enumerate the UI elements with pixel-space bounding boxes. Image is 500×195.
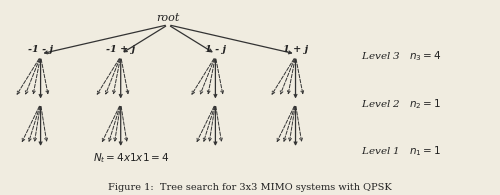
Text: Level 2   $n_2=1$: Level 2 $n_2=1$ (361, 97, 442, 111)
Text: Level 3   $n_3=4$: Level 3 $n_3=4$ (361, 49, 442, 63)
Text: 1 - j: 1 - j (205, 45, 226, 54)
Text: Level 1   $n_1=1$: Level 1 $n_1=1$ (361, 144, 442, 158)
Text: -1 - j: -1 - j (28, 45, 53, 54)
Text: 1 + j: 1 + j (283, 45, 308, 54)
Text: -1 + j: -1 + j (106, 45, 136, 54)
Text: $N_t = 4x1x1 = 4$: $N_t = 4x1x1 = 4$ (94, 152, 170, 165)
Text: root: root (156, 13, 180, 23)
Text: Figure 1:  Tree search for 3x3 MIMO systems with QPSK: Figure 1: Tree search for 3x3 MIMO syste… (108, 183, 392, 192)
